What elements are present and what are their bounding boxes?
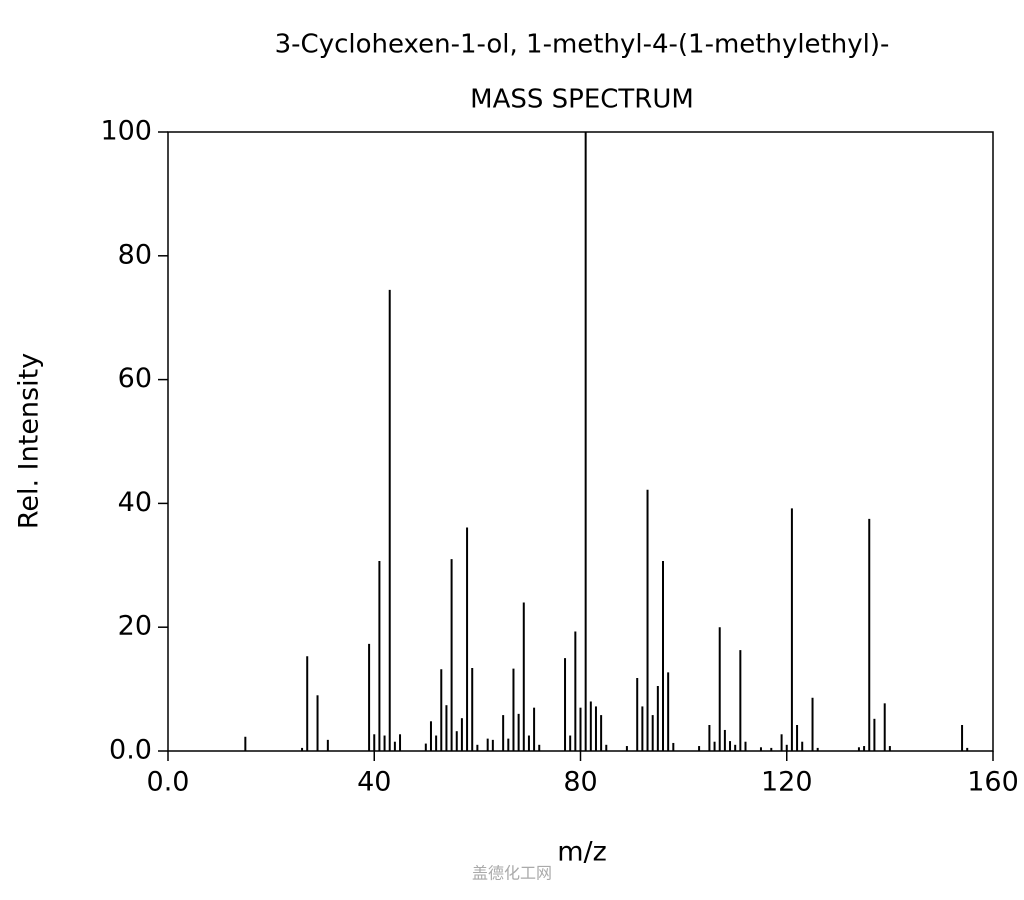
chart-subtitle: MASS SPECTRUM — [470, 85, 694, 115]
x-tick-label: 120 — [761, 767, 813, 798]
chart-title: 3-Cyclohexen-1-ol, 1-methyl-4-(1-methyle… — [275, 30, 890, 60]
y-tick-label: 0.0 — [109, 735, 152, 766]
y-tick-label: 60 — [118, 363, 152, 394]
y-tick-label: 20 — [118, 611, 152, 642]
x-tick-label: 0.0 — [147, 767, 190, 798]
y-tick-label: 80 — [118, 239, 152, 270]
y-tick-label: 40 — [118, 487, 152, 518]
x-tick-label: 160 — [967, 767, 1019, 798]
x-tick-label: 40 — [357, 767, 391, 798]
x-axis-label: m/z — [557, 837, 607, 868]
y-axis-label: Rel. Intensity — [14, 353, 45, 529]
watermark: 盖德化工网 — [472, 864, 552, 883]
y-tick-label: 100 — [100, 116, 152, 147]
x-tick-label: 80 — [563, 767, 597, 798]
